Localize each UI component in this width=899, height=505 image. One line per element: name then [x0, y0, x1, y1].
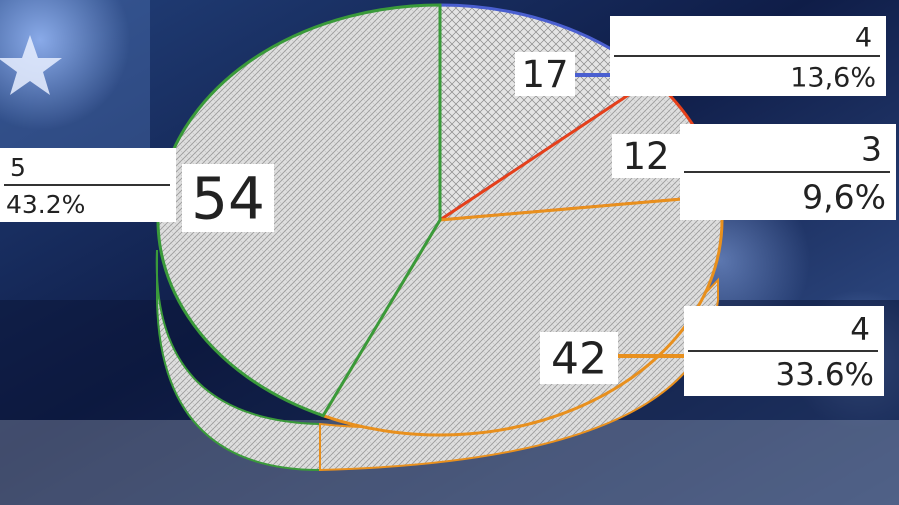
slice-percent-label: 9,6% [802, 177, 886, 216]
count-label-box [612, 134, 680, 178]
slice-percent-label: 43.2% [6, 190, 85, 219]
count-label-box [182, 164, 274, 232]
slice-count-label: 42 [551, 334, 607, 385]
labels-group: 17 4 13,6% 12 3 9,6% 42 4 33.6% 54 5 43.2% [0, 16, 896, 396]
stage-light [0, 0, 130, 130]
pie-slice-3 [320, 194, 724, 437]
slice-count-label: 12 [622, 135, 669, 178]
slices-group [156, 3, 724, 437]
slice-category-label: 4 [855, 22, 872, 53]
slice-category-label: 5 [10, 153, 26, 182]
slice-category-label: 3 [861, 129, 882, 168]
slice-count-label: 17 [521, 53, 568, 96]
star-icon [0, 35, 62, 95]
count-label-box [540, 332, 618, 384]
slice-category-label: 4 [850, 312, 870, 348]
slice-percent-label: 33.6% [776, 357, 874, 393]
slice-percent-label: 13,6% [790, 62, 876, 93]
slice-count-label: 54 [191, 164, 265, 232]
count-label-box [515, 52, 575, 96]
